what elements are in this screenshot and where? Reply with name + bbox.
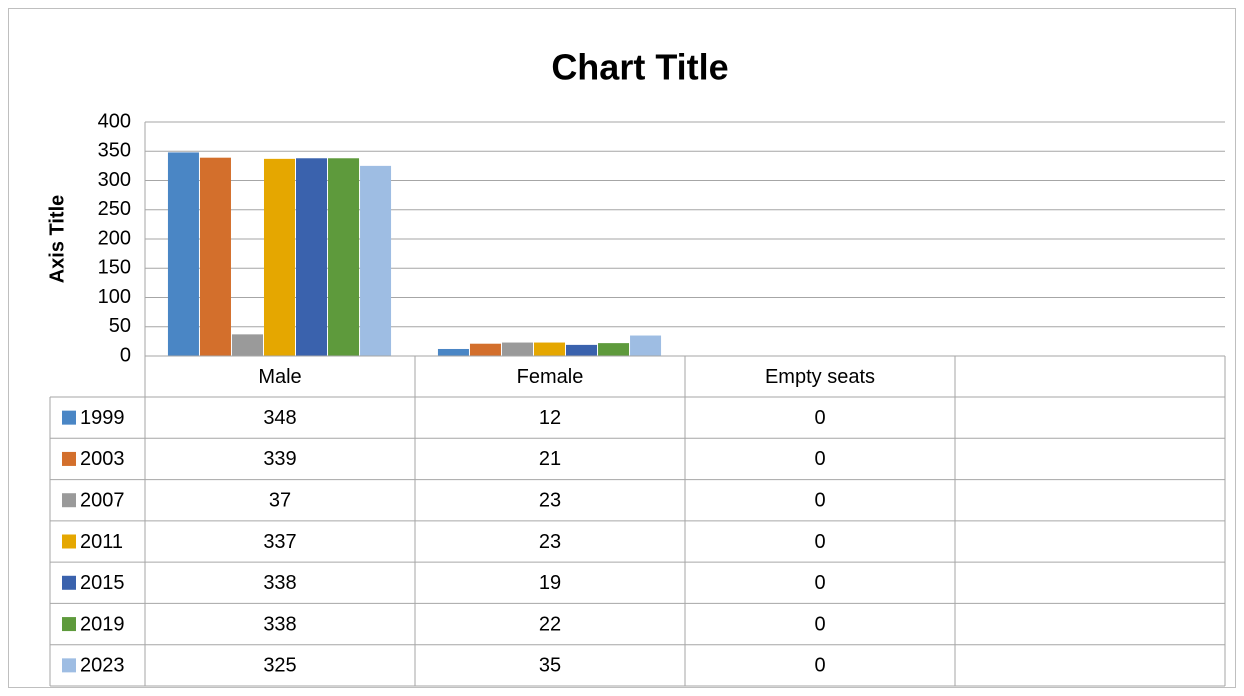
legend-label: 2023 bbox=[80, 655, 125, 677]
table-value: 23 bbox=[539, 489, 561, 511]
legend-key bbox=[62, 451, 76, 466]
table-value: 337 bbox=[263, 531, 296, 553]
legend-label: 2003 bbox=[80, 448, 125, 470]
x-tick-label: Male bbox=[258, 366, 301, 388]
bar bbox=[167, 152, 199, 356]
table-value: 0 bbox=[814, 613, 825, 635]
bar bbox=[437, 348, 469, 356]
table-value: 339 bbox=[263, 448, 296, 470]
legend-label: 2015 bbox=[80, 572, 125, 594]
y-tick-label: 150 bbox=[98, 257, 131, 279]
bar bbox=[533, 342, 566, 356]
bar bbox=[630, 335, 662, 356]
bar bbox=[566, 344, 598, 356]
table-value: 0 bbox=[814, 489, 825, 511]
y-tick-label: 350 bbox=[98, 140, 131, 162]
table-value: 22 bbox=[539, 613, 561, 635]
table-value: 338 bbox=[263, 613, 296, 635]
table-value: 0 bbox=[814, 531, 825, 553]
table-value: 348 bbox=[263, 407, 296, 429]
legend-label: 2007 bbox=[80, 489, 125, 511]
legend-key bbox=[62, 658, 76, 673]
bar bbox=[328, 158, 360, 356]
y-tick-label: 0 bbox=[120, 344, 131, 366]
table-value: 37 bbox=[269, 489, 291, 511]
table-value: 338 bbox=[263, 572, 296, 594]
table-value: 0 bbox=[814, 655, 825, 677]
legend-label: 2019 bbox=[80, 613, 125, 635]
legend-key bbox=[62, 410, 76, 425]
bar bbox=[199, 157, 231, 356]
bar bbox=[360, 165, 392, 356]
legend-key bbox=[62, 534, 76, 549]
y-tick-label: 400 bbox=[98, 110, 131, 132]
y-tick-label: 50 bbox=[109, 315, 131, 337]
table-value: 23 bbox=[539, 531, 561, 553]
table-value: 0 bbox=[814, 572, 825, 594]
y-tick-label: 300 bbox=[98, 169, 131, 191]
chart-title: Chart Title bbox=[551, 47, 728, 88]
table-value: 0 bbox=[814, 448, 825, 470]
bar bbox=[598, 343, 630, 356]
bar bbox=[263, 158, 296, 356]
y-tick-label: 100 bbox=[98, 286, 131, 308]
table-value: 21 bbox=[539, 448, 561, 470]
legend-key bbox=[62, 617, 76, 632]
table-value: 35 bbox=[539, 655, 561, 677]
legend-key bbox=[62, 493, 76, 508]
table-value: 0 bbox=[814, 407, 825, 429]
legend-label: 2011 bbox=[80, 531, 123, 553]
y-tick-label: 200 bbox=[98, 227, 131, 249]
bar bbox=[231, 334, 263, 356]
y-tick-label: 250 bbox=[98, 198, 131, 220]
table-value: 19 bbox=[539, 572, 561, 594]
x-tick-label: Empty seats bbox=[765, 366, 875, 388]
bar bbox=[296, 158, 328, 356]
x-tick-label: Female bbox=[517, 366, 584, 388]
legend-label: 1999 bbox=[80, 407, 125, 429]
table-value: 325 bbox=[263, 655, 296, 677]
legend-key bbox=[62, 575, 76, 590]
y-axis-title: Axis Title bbox=[46, 195, 68, 284]
table-value: 12 bbox=[539, 407, 561, 429]
bar bbox=[501, 342, 533, 356]
bar bbox=[469, 343, 501, 356]
